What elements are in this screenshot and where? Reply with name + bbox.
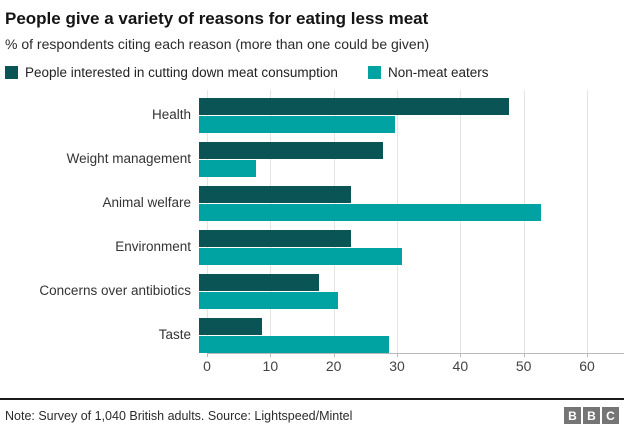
bbc-logo-block: C	[602, 407, 619, 424]
gridline	[523, 90, 525, 354]
bar-cutting-down	[199, 98, 510, 116]
footer: Note: Survey of 1,040 British adults. So…	[0, 398, 624, 431]
gridline	[587, 90, 588, 354]
bar-non-meat-eaters	[199, 336, 389, 354]
bar-non-meat-eaters	[199, 116, 396, 134]
gridline	[270, 90, 272, 354]
bar-rows: Health Weight management Animal welfare Env…	[5, 98, 624, 362]
x-axis: 0 10 20 30 40 50 60	[5, 356, 620, 380]
page-title: People give a variety of reasons for eat…	[5, 9, 429, 28]
category-label: Environment	[115, 239, 191, 255]
bbc-logo-block: B	[583, 407, 600, 424]
x-tick-label: 50	[515, 358, 532, 375]
axis-tick-mark	[333, 353, 335, 358]
bar-non-meat-eaters	[199, 160, 256, 178]
category-label: Weight management	[66, 151, 191, 167]
x-tick-label: 20	[325, 358, 342, 375]
axis-tick-mark	[397, 353, 398, 358]
axis-tick-mark	[207, 353, 208, 358]
category-row: Concerns over antibiotics	[5, 274, 624, 310]
bar-cutting-down	[199, 318, 263, 336]
legend-label-cutting-down: People interested in cutting down meat c…	[25, 65, 338, 81]
gridline	[333, 90, 335, 354]
x-tick-label: 10	[262, 358, 279, 375]
x-tick-label: 0	[203, 358, 211, 375]
axis-tick-mark	[523, 353, 525, 358]
bar-group	[199, 230, 579, 266]
gridline	[207, 90, 208, 354]
category-row: Weight management	[5, 142, 624, 178]
legend-item-cutting-down: People interested in cutting down meat c…	[5, 65, 338, 80]
category-row: Environment	[5, 230, 624, 266]
bar-non-meat-eaters	[199, 204, 541, 222]
category-label: Animal welfare	[102, 195, 191, 211]
category-label: Taste	[158, 327, 191, 343]
bar-group	[199, 98, 579, 134]
bar-cutting-down	[199, 186, 351, 204]
chart-card: People give a variety of reasons for eat…	[5, 9, 624, 380]
bar-group	[199, 274, 579, 310]
bar-group	[199, 186, 579, 222]
legend-item-non-meat: Non-meat eaters	[367, 65, 489, 81]
plot-grid	[207, 90, 624, 358]
category-label: Health	[151, 107, 191, 123]
bar-group	[199, 318, 579, 354]
category-row: Animal welfare	[5, 186, 624, 222]
bar-non-meat-eaters	[199, 292, 339, 310]
bar-group	[199, 142, 579, 178]
source-note: Note: Survey of 1,040 British adults. So…	[5, 408, 353, 423]
x-tick-label: 40	[452, 358, 469, 375]
legend-swatch-teal-icon	[367, 66, 381, 80]
legend-swatch-dark-icon	[5, 66, 18, 80]
gridline	[397, 90, 398, 354]
axis-tick-mark	[460, 353, 462, 358]
bar-non-meat-eaters	[199, 248, 402, 266]
axis-tick-mark	[587, 353, 588, 358]
x-tick-label: 60	[579, 358, 595, 375]
bar-chart: Health Weight management Animal welfare Env…	[5, 90, 624, 358]
legend: People interested in cutting down meat c…	[5, 65, 620, 80]
category-row: Health	[5, 98, 624, 134]
bbc-logo-block: B	[564, 407, 581, 424]
category-row: Taste	[5, 318, 624, 354]
gridline	[460, 90, 462, 354]
chart-subtitle: % of respondents citing each reason (mor…	[5, 36, 430, 53]
bar-cutting-down	[199, 142, 383, 160]
x-tick-label: 30	[389, 358, 405, 375]
legend-label-non-meat: Non-meat eaters	[387, 65, 489, 81]
axis-tick-mark	[270, 353, 272, 358]
category-label: Concerns over antibiotics	[39, 283, 191, 299]
bar-cutting-down	[199, 230, 351, 248]
bar-cutting-down	[199, 274, 320, 292]
